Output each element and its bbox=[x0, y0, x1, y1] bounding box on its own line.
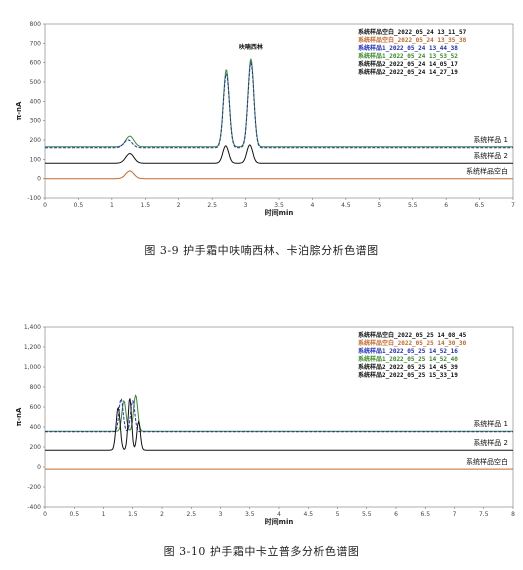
series-line-4 bbox=[45, 170, 513, 180]
legend-entry: 系统样品空白_2022_05_24 13_35_38 bbox=[358, 36, 467, 44]
x-tick-label: 2.5 bbox=[207, 202, 217, 209]
x-tick-label: 7.5 bbox=[479, 511, 489, 518]
legend-entry: 系统样品2_2022_05_24 14_27_19 bbox=[358, 68, 458, 76]
x-tick-label: 0 bbox=[43, 202, 47, 209]
y-tick-label: -400 bbox=[27, 504, 41, 511]
y-tick-label: 200 bbox=[30, 444, 42, 451]
y-tick-label: -200 bbox=[27, 484, 41, 491]
y-tick-label: 500 bbox=[30, 79, 42, 86]
legend-entry: 系统样品空白_2022_05_25 14_08_45 bbox=[358, 331, 467, 339]
x-tick-label: 4.5 bbox=[341, 202, 351, 209]
legend-entry: 系统样品1_2022_05_25 14_52_16 bbox=[358, 347, 458, 355]
x-tick-label: 3 bbox=[244, 202, 248, 209]
y-tick-label: -100 bbox=[27, 195, 41, 202]
legend-entry: 系统样品1_2022_05_25 14_52_40 bbox=[358, 355, 458, 363]
x-tick-label: 2.5 bbox=[186, 511, 196, 518]
legend-entry: 系统样品空白_2022_05_25 14_30_30 bbox=[358, 339, 467, 347]
x-tick-label: 1.5 bbox=[141, 202, 151, 209]
y-tick-label: 200 bbox=[30, 137, 42, 144]
x-tick-label: 1.5 bbox=[128, 511, 138, 518]
y-tick-label: 400 bbox=[30, 98, 42, 105]
y-tick-label: 800 bbox=[30, 384, 42, 391]
x-tick-label: 6 bbox=[444, 202, 448, 209]
x-tick-label: 4 bbox=[277, 511, 281, 518]
x-tick-label: 1 bbox=[102, 511, 106, 518]
y-tick-label: 600 bbox=[30, 60, 42, 67]
y-axis-title: π-nA bbox=[15, 407, 23, 426]
x-tick-label: 5 bbox=[377, 202, 381, 209]
y-tick-label: 800 bbox=[30, 21, 42, 28]
legend-entry: 系统样品2_2022_05_25 14_45_39 bbox=[358, 363, 458, 371]
x-tick-label: 6.5 bbox=[420, 511, 430, 518]
chromatogram-chart-1: -100 0 100 200 300 400 500 600 700 800 0 0.5 1 1.5 2 2.… bbox=[0, 0, 523, 232]
y-axis-title: π-nA bbox=[15, 101, 23, 120]
x-tick-label: 7 bbox=[511, 202, 515, 209]
chromatogram-chart-2: -400 -200 0 200 400 600 800 1,000 1,200 1,400 0 0.5… bbox=[0, 312, 523, 534]
trace-label-1: 系统样品 1 bbox=[473, 135, 508, 144]
y-tick-label: 0 bbox=[37, 176, 41, 183]
legend-entry: 系统样品1_2022_05_24 13_53_52 bbox=[358, 52, 458, 60]
y-tick-label: 700 bbox=[30, 40, 42, 47]
trace-label-2: 系统样品 2 bbox=[473, 151, 508, 160]
x-axis-title: 时间min bbox=[265, 208, 294, 217]
x-tick-label: 3.5 bbox=[245, 511, 255, 518]
series-line-3 bbox=[45, 144, 513, 164]
x-tick-label: 4.5 bbox=[303, 511, 313, 518]
x-tick-label: 2 bbox=[177, 202, 181, 209]
x-tick-label: 5 bbox=[336, 511, 340, 518]
legend-entry: 系统样品2_2022_05_24 14_05_17 bbox=[358, 60, 458, 68]
legend-entry: 系统样品2_2022_05_25 15_33_19 bbox=[358, 371, 458, 379]
x-tick-label: 8 bbox=[511, 511, 515, 518]
x-tick-label: 3.5 bbox=[274, 202, 284, 209]
x-tick-label: 1 bbox=[110, 202, 114, 209]
x-tick-label: 5.5 bbox=[408, 202, 418, 209]
figure-caption-2: 图 3-10 护手霜中卡立普多分析色谱图 bbox=[163, 545, 360, 558]
x-tick-label: 3 bbox=[219, 511, 223, 518]
legend-entry: 系统样品空白_2022_05_24 13_11_57 bbox=[358, 28, 467, 36]
x-tick-label: 6.5 bbox=[475, 202, 485, 209]
legend-entry: 系统样品1_2022_05_24 13_44_38 bbox=[358, 44, 458, 52]
series-line-2 bbox=[45, 398, 513, 433]
trace-label-1: 系统样品 1 bbox=[473, 419, 508, 428]
trace-label-2: 系统样品 2 bbox=[473, 438, 508, 447]
y-tick-label: 1,400 bbox=[24, 324, 41, 331]
figure-caption-1: 图 3-9 护手霜中呋喃西林、卡泊腙分析色谱图 bbox=[144, 244, 379, 257]
x-tick-label: 4 bbox=[311, 202, 315, 209]
y-tick-label: 1,000 bbox=[24, 364, 41, 371]
x-axis-title: 时间min bbox=[265, 517, 294, 526]
trace-label-3: 系统样品空白 bbox=[466, 167, 508, 176]
x-tick-label: 7 bbox=[453, 511, 457, 518]
x-tick-label: 0.5 bbox=[74, 202, 84, 209]
y-tick-label: 300 bbox=[30, 118, 42, 125]
y-tick-label: 100 bbox=[30, 156, 42, 163]
series-line-3 bbox=[45, 398, 513, 451]
y-tick-label: 1,200 bbox=[24, 344, 41, 351]
chart-2-svg: -400 -200 0 200 400 600 800 1,000 1,200 1,400 0 0.5… bbox=[15, 324, 515, 526]
x-tick-label: 2 bbox=[160, 511, 164, 518]
x-tick-label: 0.5 bbox=[69, 511, 79, 518]
x-tick-label: 5.5 bbox=[362, 511, 372, 518]
x-tick-label: 0 bbox=[43, 511, 47, 518]
peak-annotation: 呋喃西林 bbox=[239, 43, 263, 51]
trace-label-3: 系统样品空白 bbox=[466, 457, 508, 466]
x-tick-label: 6 bbox=[394, 511, 398, 518]
series-line-1 bbox=[45, 394, 513, 432]
y-tick-label: 0 bbox=[37, 464, 41, 471]
series-line-2 bbox=[45, 60, 513, 149]
y-tick-label: 600 bbox=[30, 404, 42, 411]
y-tick-label: 400 bbox=[30, 424, 42, 431]
